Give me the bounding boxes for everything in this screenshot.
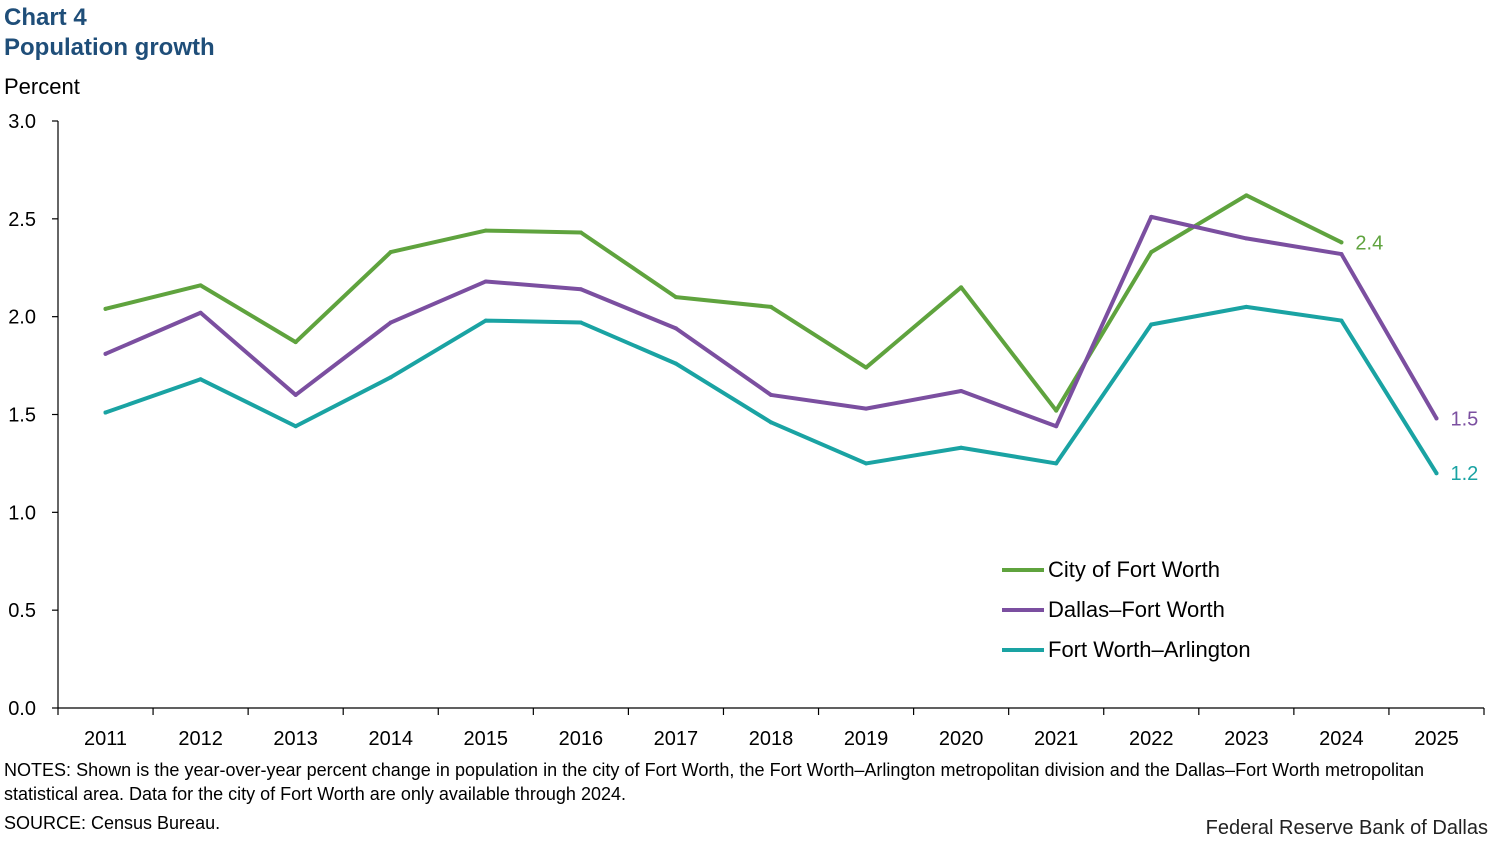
data-point-city-of-fort-worth	[769, 304, 773, 309]
data-point-city-of-fort-worth	[959, 285, 964, 290]
series-line-city-of-fort-worth	[103, 193, 1344, 413]
data-point-fort-worth-arlington	[1434, 471, 1439, 476]
x-tick-label: 2014	[368, 728, 413, 750]
data-point-dallas-fort-worth	[959, 389, 964, 394]
x-tick-label: 2022	[1129, 728, 1174, 750]
publisher-credit: Federal Reserve Bank of Dallas	[1205, 817, 1488, 839]
legend-swatch	[1002, 568, 1044, 572]
data-point-dallas-fort-worth	[864, 406, 869, 411]
data-point-dallas-fort-worth	[673, 326, 678, 331]
x-tick-label: 2020	[939, 728, 984, 750]
y-tick-label: 2.5	[8, 209, 36, 231]
y-tick-label: 0.0	[8, 698, 36, 720]
y-axis-unit-label: Percent	[4, 74, 80, 99]
legend-swatch	[1002, 608, 1044, 612]
data-point-city-of-fort-worth	[293, 340, 298, 345]
legend-label: Dallas–Fort Worth	[1048, 597, 1225, 622]
x-tick-label: 2021	[1034, 728, 1079, 750]
x-tick-label: 2019	[844, 728, 889, 750]
y-tick-label: 3.0	[8, 111, 36, 133]
data-point-dallas-fort-worth	[1434, 416, 1439, 421]
x-tick-label: 2013	[273, 728, 318, 750]
data-point-fort-worth-arlington	[388, 375, 393, 380]
data-point-fort-worth-arlington	[673, 361, 678, 366]
data-point-dallas-fort-worth	[388, 320, 393, 325]
data-point-dallas-fort-worth	[293, 392, 298, 397]
data-point-city-of-fort-worth	[103, 306, 108, 311]
data-point-dallas-fort-worth	[1149, 214, 1154, 219]
legend-item-city-of-fort-worth: City of Fort Worth	[1002, 550, 1251, 590]
legend-item-dallas-fort-worth: Dallas–Fort Worth	[1002, 590, 1251, 630]
data-point-fort-worth-arlington	[578, 320, 583, 325]
data-point-city-of-fort-worth	[483, 228, 488, 233]
data-point-fort-worth-arlington	[959, 445, 964, 450]
data-point-dallas-fort-worth	[198, 310, 203, 315]
y-tick-label: 0.5	[8, 600, 36, 622]
x-tick-label: 2016	[559, 728, 604, 750]
chart-title: Population growth	[4, 34, 215, 61]
x-tick-label: 2011	[84, 728, 127, 750]
legend: City of Fort Worth Dallas–Fort Worth For…	[1002, 550, 1251, 670]
data-point-fort-worth-arlington	[1054, 461, 1059, 466]
legend-swatch	[1002, 648, 1044, 652]
y-tick-label: 1.0	[8, 502, 36, 524]
chart-number: Chart 4	[4, 4, 87, 31]
data-point-city-of-fort-worth	[673, 295, 678, 300]
data-point-fort-worth-arlington	[293, 424, 298, 429]
x-tick-label: 2025	[1414, 728, 1459, 750]
data-point-city-of-fort-worth	[1339, 240, 1344, 245]
data-point-fort-worth-arlington	[1149, 322, 1154, 327]
x-tick-label: 2015	[464, 728, 509, 750]
data-point-city-of-fort-worth	[1244, 193, 1249, 198]
legend-item-fort-worth-arlington: Fort Worth–Arlington	[1002, 630, 1251, 670]
data-point-dallas-fort-worth	[1339, 252, 1344, 257]
y-tick-label: 1.5	[8, 405, 36, 427]
x-tick-label: 2023	[1224, 728, 1269, 750]
data-point-dallas-fort-worth	[1054, 424, 1059, 429]
legend-label: Fort Worth–Arlington	[1048, 637, 1251, 662]
x-tick-label: 2024	[1319, 728, 1364, 750]
data-point-fort-worth-arlington	[483, 318, 488, 323]
data-point-dallas-fort-worth	[483, 279, 488, 284]
data-point-fort-worth-arlington	[1244, 304, 1249, 309]
data-point-fort-worth-arlington	[103, 410, 108, 415]
data-point-fort-worth-arlington	[1339, 318, 1344, 323]
data-point-city-of-fort-worth	[1054, 408, 1059, 413]
y-tick-label: 2.0	[8, 307, 36, 329]
end-value-label-dallas-fort-worth: 1.5	[1450, 408, 1478, 430]
x-tick-label: 2018	[749, 728, 794, 750]
legend-label: City of Fort Worth	[1048, 557, 1220, 582]
data-point-fort-worth-arlington	[769, 420, 773, 425]
data-point-city-of-fort-worth	[198, 283, 203, 288]
data-point-dallas-fort-worth	[1244, 236, 1249, 241]
end-value-label-city-of-fort-worth: 2.4	[1355, 232, 1383, 254]
data-point-dallas-fort-worth	[769, 392, 773, 397]
data-point-fort-worth-arlington	[864, 461, 869, 466]
x-tick-label: 2012	[178, 728, 223, 750]
data-point-fort-worth-arlington	[198, 377, 203, 382]
data-point-city-of-fort-worth	[388, 250, 393, 255]
data-point-city-of-fort-worth	[864, 365, 869, 370]
x-tick-label: 2017	[654, 728, 699, 750]
end-value-label-fort-worth-arlington: 1.2	[1450, 463, 1478, 485]
chart-source: SOURCE: Census Bureau.	[4, 813, 221, 833]
data-point-dallas-fort-worth	[578, 287, 583, 292]
data-point-dallas-fort-worth	[103, 351, 108, 356]
chart-notes: NOTES: Shown is the year-over-year perce…	[4, 760, 1424, 804]
data-point-city-of-fort-worth	[1149, 250, 1154, 255]
data-point-city-of-fort-worth	[578, 230, 583, 235]
